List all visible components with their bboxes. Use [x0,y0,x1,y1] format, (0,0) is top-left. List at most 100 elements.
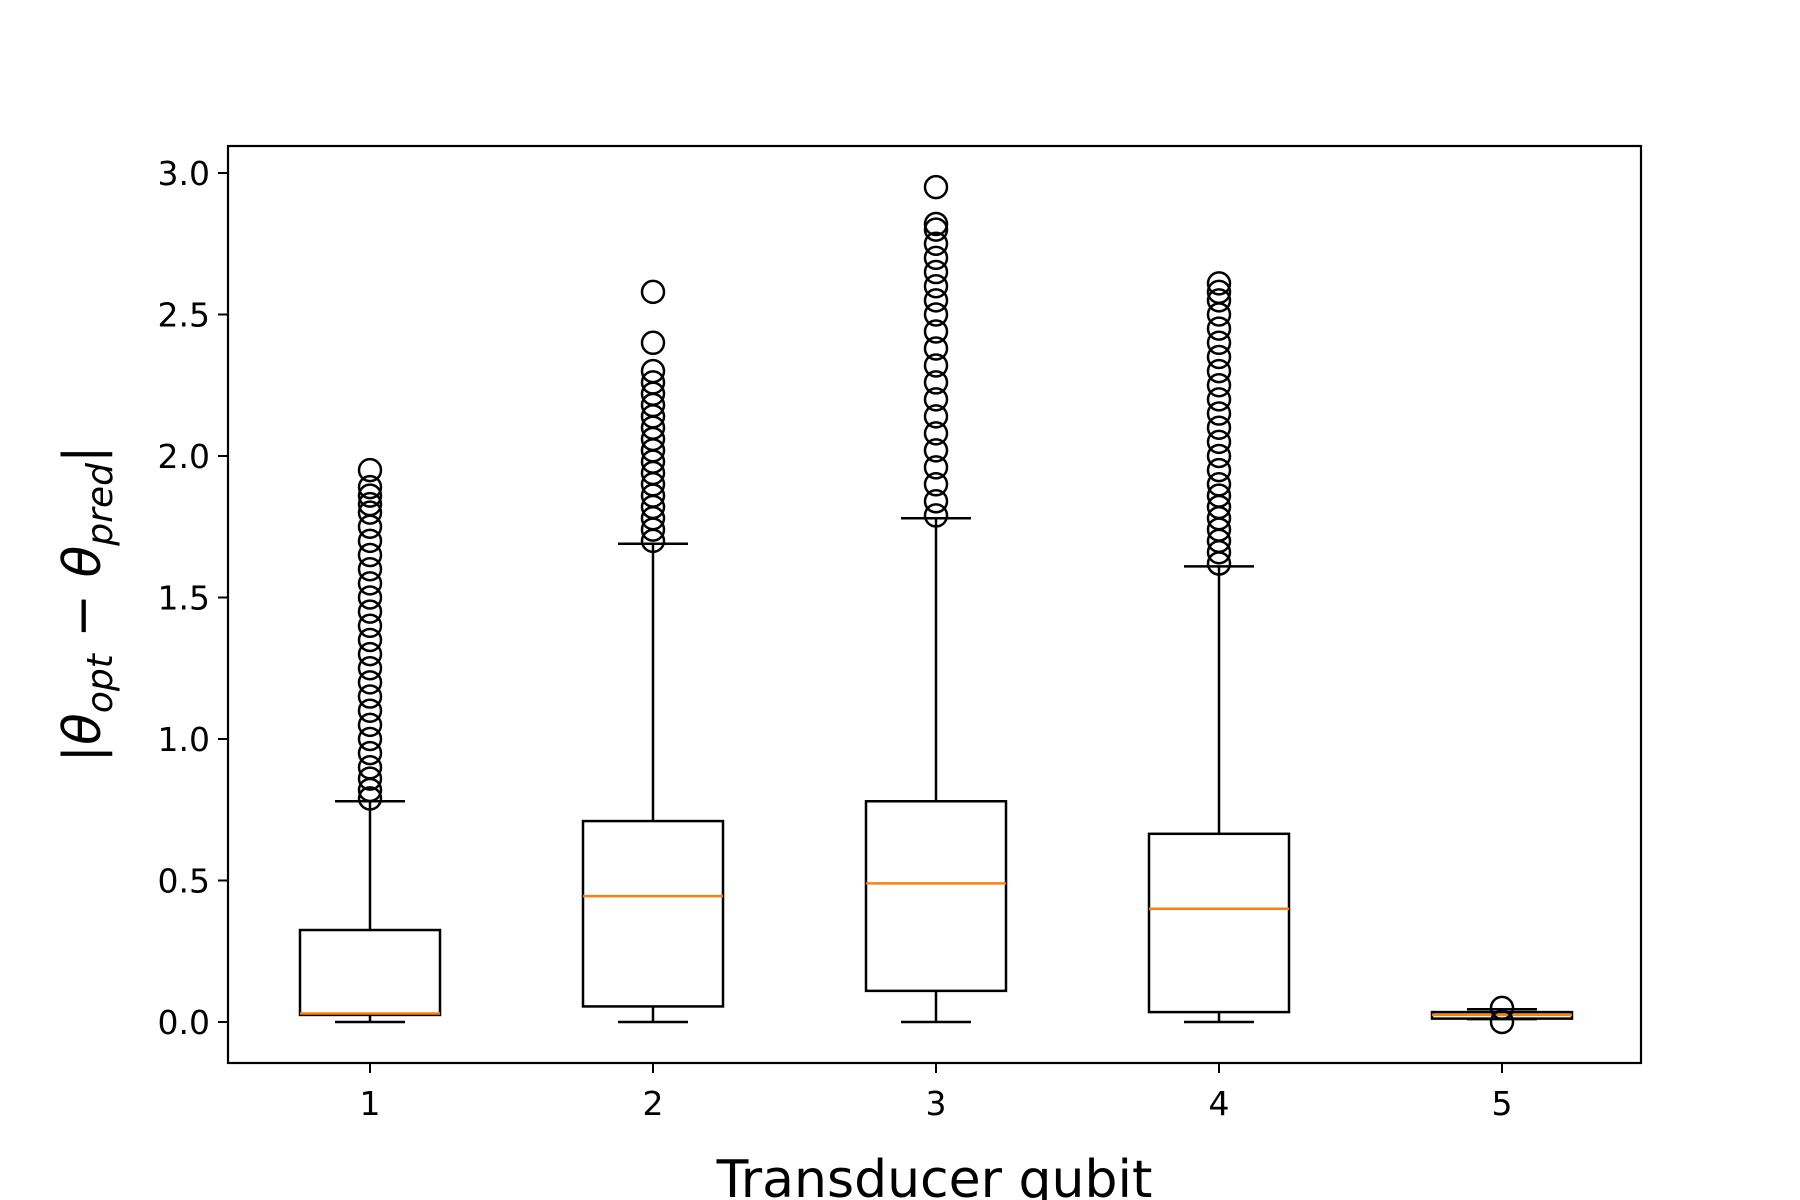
outlier-point [923,472,949,497]
x-tick-label: 2 [643,1084,664,1123]
x-tick-label: 4 [1209,1084,1230,1123]
outlier-point [923,288,949,313]
outlier-point [640,370,666,395]
y-axis-label: |θopt − θpred| [53,445,121,762]
y-label-subscript-pred: pred [80,462,121,547]
iqr-box [298,928,442,1017]
outlier-point [357,474,383,500]
outlier-point [357,500,383,525]
y-label-theta-pred: θ [53,546,113,578]
y-tick-label: 2.5 [158,296,210,335]
outlier-point [357,556,383,582]
outlier-point [1206,373,1232,398]
outlier-point [923,503,949,528]
outlier-point [1206,288,1232,313]
outlier-point [1206,279,1232,305]
outlier-point [1206,271,1232,296]
outlier-point [357,712,383,738]
box-group-3 [864,174,1008,1024]
y-label-subscript-opt: opt [80,652,121,713]
outlier-point [923,404,949,429]
outlier-point [640,358,666,384]
outlier-point [923,319,949,344]
y-label-open-bar: | [53,745,113,763]
outlier-point [923,489,949,514]
plot-area [298,174,1574,1035]
outlier-point [1489,1009,1515,1035]
box-group-5 [1430,995,1574,1035]
y-tick-label: 3.0 [158,154,210,193]
outlier-point [1206,457,1232,483]
iqr-box [581,819,725,1008]
iqr-box [864,800,1008,993]
outlier-point [357,755,383,780]
outlier-point [923,302,949,327]
outlier-point [923,336,949,361]
outlier-point [357,627,383,653]
x-tick-label: 1 [360,1084,381,1123]
outlier-point [1206,330,1232,356]
outlier-point [1206,344,1232,370]
outlier-point [923,231,949,256]
outlier-point [357,528,383,554]
outlier-point [923,438,949,463]
outlier-point [357,613,383,639]
outlier-point [1206,401,1232,426]
outlier-point [357,457,383,483]
outlier-point [357,740,383,766]
outlier-point [357,684,383,709]
y-tick-label: 0.5 [158,862,210,901]
outlier-point [923,421,949,446]
y-label-theta-opt: θ [53,713,113,745]
outlier-point [357,599,383,624]
y-tick-label: 2.0 [158,437,210,476]
outlier-point [923,455,949,480]
outlier-point [357,542,383,568]
y-label-close-bar: | [53,445,113,463]
outlier-point [357,491,383,517]
iqr-box [1147,832,1291,1014]
outlier-point [357,571,383,596]
outlier-point [923,387,949,412]
outlier-point [1206,483,1232,508]
y-tick-label: 0.0 [158,1003,210,1042]
outlier-point [1206,429,1232,455]
box-group-2 [581,279,725,1024]
outlier-point [357,726,383,752]
outlier-point [1206,387,1232,412]
y-tick-label: 1.0 [158,720,210,759]
outlier-point [1206,358,1232,384]
x-axis-label: Transducer qubit [716,1150,1153,1200]
axes-frame [226,144,1643,1065]
outlier-point [923,211,949,237]
x-tick-label: 3 [926,1084,947,1123]
outlier-point [357,483,383,508]
outlier-point [923,245,949,271]
outlier-point [1206,443,1232,469]
outlier-point [357,786,383,811]
outlier-point [357,641,383,667]
outlier-point [357,656,383,681]
outlier-point [923,174,949,200]
x-axis: 1 2 3 4 5 [360,1063,1513,1123]
outlier-point [1206,316,1232,341]
outlier-point [923,353,949,378]
y-label-minus: − [53,578,113,655]
outlier-point [357,766,383,791]
outlier-point [357,670,383,695]
box-group-4 [1147,271,1291,1024]
outlier-point [357,585,383,610]
y-tick-label: 1.5 [158,579,210,618]
outlier-point [1489,995,1515,1021]
outlier-point [1206,415,1232,440]
box-group-1 [298,457,442,1024]
outlier-point [923,259,949,285]
y-axis: 0.0 0.5 1.0 1.5 2.0 2.5 3.0 [158,154,228,1042]
x-tick-label: 5 [1492,1084,1513,1123]
outlier-point [1206,472,1232,497]
outlier-point [923,370,949,395]
outlier-point [923,217,949,242]
outlier-point [640,330,666,356]
outlier-point [640,279,666,305]
